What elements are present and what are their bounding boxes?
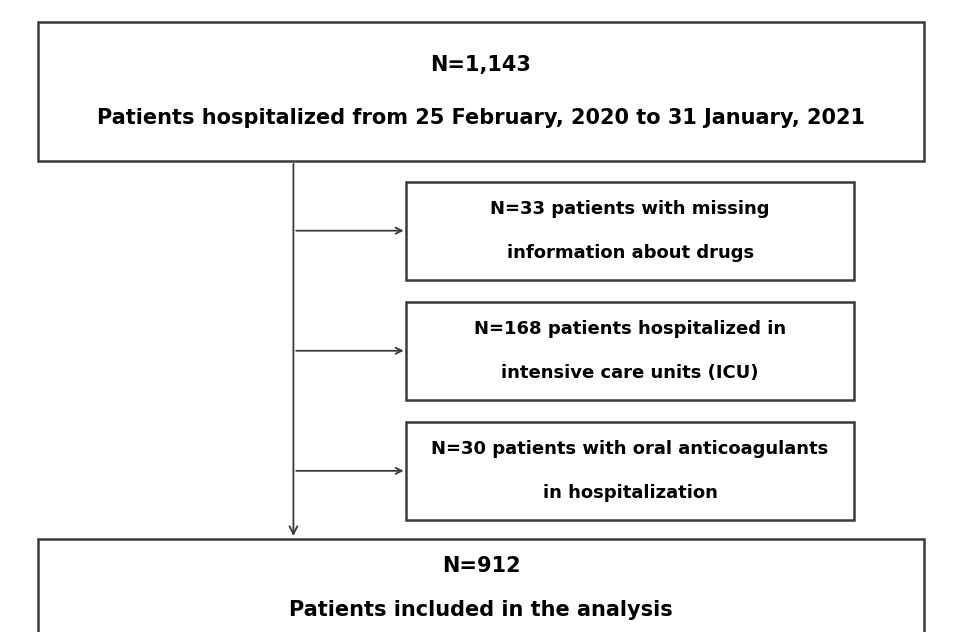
Text: N=33 patients with missing: N=33 patients with missing <box>490 200 769 217</box>
Text: intensive care units (ICU): intensive care units (ICU) <box>501 364 758 382</box>
Text: N=168 patients hospitalized in: N=168 patients hospitalized in <box>474 320 785 337</box>
Text: Patients hospitalized from 25 February, 2020 to 31 January, 2021: Patients hospitalized from 25 February, … <box>97 108 864 128</box>
Text: N=30 patients with oral anticoagulants: N=30 patients with oral anticoagulants <box>431 440 827 458</box>
FancyBboxPatch shape <box>406 422 853 520</box>
FancyBboxPatch shape <box>38 538 923 632</box>
Text: N=1,143: N=1,143 <box>431 55 530 75</box>
Text: Patients included in the analysis: Patients included in the analysis <box>289 600 672 620</box>
Text: information about drugs: information about drugs <box>506 244 752 262</box>
Text: in hospitalization: in hospitalization <box>542 484 717 502</box>
Text: N=912: N=912 <box>441 556 520 576</box>
FancyBboxPatch shape <box>406 182 853 279</box>
FancyBboxPatch shape <box>406 302 853 400</box>
FancyBboxPatch shape <box>38 22 923 161</box>
